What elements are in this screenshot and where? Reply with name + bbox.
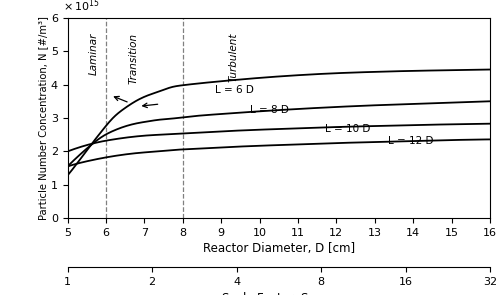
Text: L = 6 D: L = 6 D bbox=[216, 85, 254, 95]
Text: $\times\,10^{15}$: $\times\,10^{15}$ bbox=[64, 0, 100, 14]
X-axis label: Scale Factor, $\mathregular{S}_{\mathregular{Factor}}$: Scale Factor, $\mathregular{S}_{\mathreg… bbox=[221, 291, 336, 295]
Text: Laminar: Laminar bbox=[88, 33, 99, 75]
Text: Turbulent: Turbulent bbox=[229, 33, 239, 82]
Text: L = 12 D: L = 12 D bbox=[388, 136, 434, 146]
Text: Transition: Transition bbox=[129, 33, 139, 84]
X-axis label: Reactor Diameter, D [cm]: Reactor Diameter, D [cm] bbox=[202, 242, 355, 255]
Y-axis label: Particle Number Concentration, N [#/m³]: Particle Number Concentration, N [#/m³] bbox=[38, 16, 48, 220]
Text: L = 8 D: L = 8 D bbox=[250, 105, 289, 115]
Text: L = 10 D: L = 10 D bbox=[325, 124, 370, 134]
